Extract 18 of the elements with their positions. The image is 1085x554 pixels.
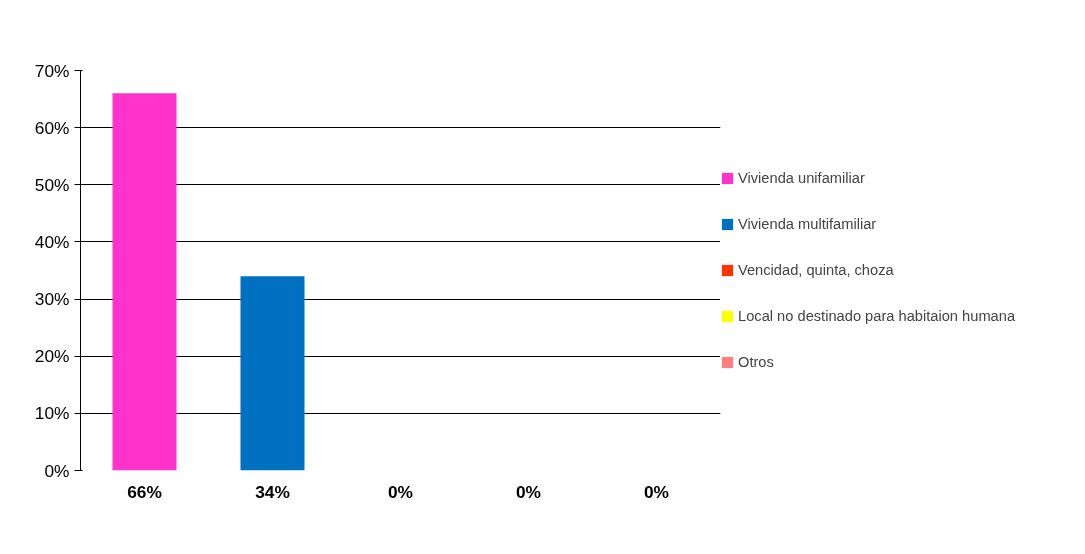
legend-label: Otros (738, 354, 774, 370)
legend-label: Vivienda multifamiliar (738, 216, 877, 232)
x-tick-label: 0% (515, 481, 542, 502)
legend-label: Local no destinado para habitaion humana (738, 308, 1016, 324)
x-tick-label: 66% (127, 481, 162, 502)
y-tick-label: 50% (34, 174, 70, 195)
y-tick-label: 60% (34, 117, 70, 138)
y-tick-label: 30% (34, 289, 70, 310)
y-tick-label: 70% (34, 60, 70, 81)
x-tick-label: 34% (255, 481, 290, 502)
x-tick-label: 0% (643, 481, 670, 502)
x-tick-label: 0% (387, 481, 414, 502)
y-tick-label: 20% (34, 346, 70, 367)
legend-label: Vencidad, quinta, choza (738, 262, 894, 278)
legend-label: Vivienda unifamiliar (738, 170, 865, 186)
y-tick-label: 10% (34, 403, 70, 424)
y-tick-label: 40% (34, 231, 70, 252)
y-tick-label: 0% (44, 460, 70, 481)
